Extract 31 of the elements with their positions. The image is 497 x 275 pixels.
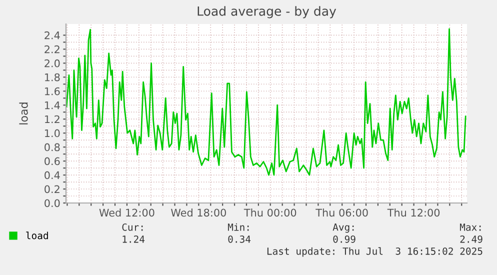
y-tick-label: 1.0 bbox=[45, 129, 60, 138]
y-tick-label: 2.2 bbox=[44, 45, 60, 54]
y-tick-label: 1.8 bbox=[45, 73, 60, 82]
legend-label: load bbox=[26, 232, 48, 240]
x-tick-label: Thu 06:00 bbox=[316, 208, 368, 217]
text: Last update: Thu Jul 3 16:15:02 2025 bbox=[267, 247, 482, 257]
chart-title: Load average - by day bbox=[198, 6, 336, 18]
text: Cur: bbox=[122, 223, 143, 231]
x-tick-label: Thu 00:00 bbox=[244, 208, 296, 217]
y-axis-title: load bbox=[19, 102, 28, 124]
y-tick-label: 0.2 bbox=[44, 185, 60, 194]
y-tick-label: 1.6 bbox=[45, 87, 60, 96]
x-tick-label: Wed 18:00 bbox=[170, 208, 226, 217]
text: Avg: bbox=[332, 224, 354, 233]
text: 1.24 bbox=[122, 235, 145, 243]
y-tick-label: 2.4 bbox=[44, 31, 60, 40]
text: Max: bbox=[460, 224, 481, 231]
y-tick-label: 0.8 bbox=[44, 143, 60, 152]
text: 0.34 bbox=[228, 235, 251, 243]
text: Min: bbox=[228, 223, 249, 231]
text: 2.49 bbox=[460, 235, 482, 243]
y-tick-label: 0.0 bbox=[44, 199, 60, 208]
y-tick-label: 1.2 bbox=[45, 115, 60, 124]
y-tick-label: 0.4 bbox=[44, 171, 60, 180]
x-tick-label: Thu 12:00 bbox=[387, 208, 440, 217]
y-tick-label: 1.4 bbox=[45, 101, 60, 110]
text: 0.99 bbox=[333, 235, 356, 243]
y-tick-label: 0.6 bbox=[44, 157, 60, 166]
x-tick-label: Wed 12:00 bbox=[99, 208, 154, 217]
line-series bbox=[66, 28, 466, 176]
y-tick-label: 2.0 bbox=[44, 59, 60, 68]
